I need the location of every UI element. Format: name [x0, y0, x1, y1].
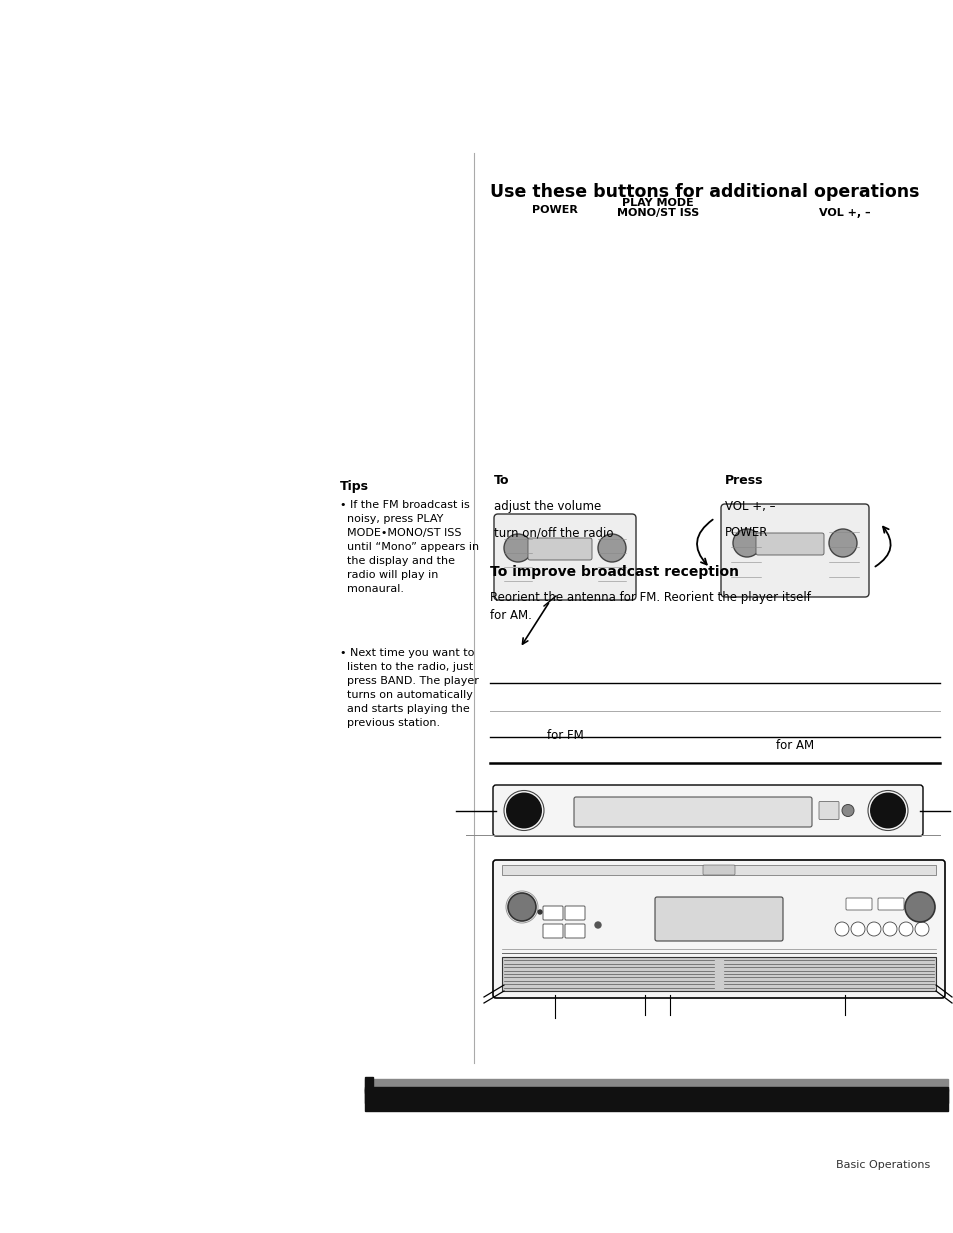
FancyBboxPatch shape — [818, 801, 838, 820]
Bar — [365, 1079, 947, 1091]
Circle shape — [828, 529, 856, 557]
Text: VOL +, –: VOL +, – — [724, 501, 775, 513]
FancyBboxPatch shape — [542, 924, 562, 938]
Text: POWER: POWER — [724, 526, 767, 539]
Text: • If the FM broadcast is
  noisy, press PLAY
  MODE•MONO/ST ISS
  until “Mono” a: • If the FM broadcast is noisy, press PL… — [339, 501, 478, 594]
Text: Use these buttons for additional operations: Use these buttons for additional operati… — [490, 182, 919, 201]
Text: Reorient the antenna for FM. Reorient the player itself
for AM.: Reorient the antenna for FM. Reorient th… — [490, 591, 810, 621]
Circle shape — [870, 794, 904, 827]
Circle shape — [904, 891, 934, 922]
FancyBboxPatch shape — [493, 785, 923, 836]
FancyBboxPatch shape — [845, 898, 871, 910]
Text: adjust the volume: adjust the volume — [494, 501, 600, 513]
Text: To: To — [494, 473, 509, 487]
Text: MONO/ST ISS: MONO/ST ISS — [617, 208, 699, 218]
FancyBboxPatch shape — [527, 538, 592, 560]
FancyBboxPatch shape — [493, 859, 944, 997]
Text: for FM: for FM — [546, 729, 583, 742]
FancyBboxPatch shape — [877, 898, 903, 910]
Circle shape — [598, 534, 625, 562]
Circle shape — [595, 922, 600, 928]
FancyBboxPatch shape — [564, 906, 584, 920]
Text: Basic Operations: Basic Operations — [835, 1160, 929, 1170]
FancyBboxPatch shape — [655, 896, 782, 941]
Circle shape — [732, 529, 760, 557]
Circle shape — [898, 922, 912, 936]
Text: To improve broadcast reception: To improve broadcast reception — [490, 565, 739, 580]
FancyBboxPatch shape — [755, 533, 823, 555]
Circle shape — [841, 804, 853, 816]
Circle shape — [503, 534, 532, 562]
Bar — [365, 1076, 373, 1092]
Bar — [501, 866, 935, 875]
Circle shape — [866, 922, 880, 936]
Text: • Next time you want to
  listen to the radio, just
  press BAND. The player
  t: • Next time you want to listen to the ra… — [339, 649, 478, 727]
Circle shape — [914, 922, 928, 936]
Text: Tips: Tips — [339, 480, 369, 493]
Circle shape — [507, 893, 536, 921]
Circle shape — [506, 794, 540, 827]
Circle shape — [537, 910, 541, 914]
Bar — [501, 957, 935, 991]
Text: for AM: for AM — [775, 739, 813, 752]
Circle shape — [850, 922, 864, 936]
Circle shape — [834, 922, 848, 936]
Text: POWER: POWER — [532, 205, 578, 215]
Circle shape — [882, 922, 896, 936]
FancyBboxPatch shape — [574, 797, 811, 827]
Bar — [365, 1089, 947, 1111]
FancyBboxPatch shape — [542, 906, 562, 920]
FancyBboxPatch shape — [564, 924, 584, 938]
Text: Press: Press — [724, 473, 762, 487]
Text: VOL +, –: VOL +, – — [819, 208, 870, 218]
Text: PLAY MODE: PLAY MODE — [621, 199, 693, 208]
FancyBboxPatch shape — [494, 514, 636, 600]
Text: turn on/off the radio: turn on/off the radio — [494, 526, 613, 539]
Bar — [365, 1088, 947, 1104]
FancyBboxPatch shape — [720, 504, 868, 597]
FancyBboxPatch shape — [702, 866, 734, 875]
